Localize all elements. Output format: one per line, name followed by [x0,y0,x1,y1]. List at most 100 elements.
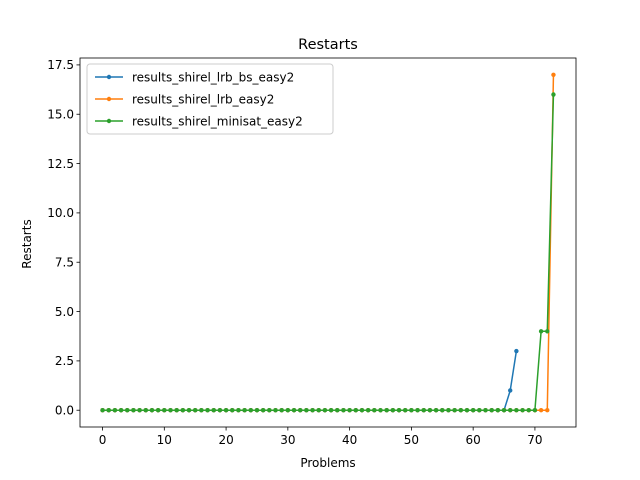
legend-label: results_shirel_lrb_bs_easy2 [132,70,294,84]
data-point [211,408,216,413]
data-point [143,408,148,413]
data-point [322,408,328,413]
data-point [100,408,105,413]
data-point [514,348,519,354]
data-point [118,408,124,413]
y-tick-label: 10.0 [47,206,74,220]
data-point [291,408,297,413]
x-tick-label: 60 [466,433,481,447]
data-point [125,408,130,413]
data-point [427,408,433,413]
data-point [501,408,507,413]
data-point [551,72,556,77]
data-point [470,408,476,413]
data-point [285,408,291,413]
data-point [384,408,389,413]
series-3 [100,92,556,413]
data-point [390,408,396,413]
data-point [162,408,167,413]
x-tick-label: 10 [157,433,172,447]
data-point [131,408,136,413]
data-point [353,408,358,413]
x-tick-label: 0 [99,433,107,447]
legend-marker [106,96,112,102]
y-tick-label: 12.5 [47,157,74,171]
data-point [372,408,377,413]
data-point [193,408,198,413]
legend-label: results_shirel_lrb_easy2 [132,92,274,106]
data-point [174,408,179,413]
data-point [532,408,538,413]
x-tick-label: 50 [404,433,419,447]
data-point [433,408,439,413]
data-point [180,408,186,413]
series-layer [100,72,556,413]
data-point [186,408,192,413]
data-point [378,408,383,413]
data-point [440,408,445,413]
data-point [409,408,414,413]
y-tick-label: 5.0 [55,305,74,319]
data-point [223,408,229,413]
data-point [273,408,278,413]
x-tick-label: 70 [527,433,542,447]
x-tick-label: 30 [280,433,295,447]
data-point [242,408,247,413]
data-point [508,388,513,393]
data-point [260,408,266,413]
x-tick-label: 40 [342,433,357,447]
data-point [248,408,253,413]
data-point [520,408,525,413]
data-point [551,92,556,97]
data-point [304,408,309,413]
data-point [347,408,352,413]
data-point [489,408,494,413]
data-point [452,408,457,413]
plot-frame [79,57,577,428]
data-point [279,408,284,413]
legend-label: results_shirel_minisat_easy2 [132,114,303,128]
data-point [458,408,463,413]
data-point [328,408,334,413]
data-point [538,329,544,334]
data-point [230,408,235,413]
data-point [106,408,111,413]
data-point [155,408,161,413]
x-tick-label: 20 [218,433,233,447]
data-point [538,408,544,413]
legend-marker [106,74,112,80]
data-point [514,408,519,413]
data-point [341,408,346,413]
data-point [199,408,204,413]
legend-item: results_shirel_minisat_easy2 [95,114,303,128]
data-point [415,408,420,413]
legend-box [86,63,334,135]
legend-item: results_shirel_lrb_easy2 [95,92,274,106]
legend-marker [106,118,112,124]
legend: results_shirel_lrb_bs_easy2 results_shire… [86,63,334,135]
data-point [236,408,241,413]
data-point [316,408,321,413]
data-point [396,408,402,413]
y-tick-label: 15.0 [47,108,74,122]
data-point [310,408,315,413]
data-point [254,408,260,413]
data-point [137,408,142,413]
axes-layer: 0 10 20 30 40 50 60 70 0.0 2.5 5.0 7.5 10.0 12.5 15.0 1… [47,57,577,447]
chart-title: Restarts [298,37,358,53]
data-point [483,408,488,413]
data-point [545,408,550,413]
data-point [267,408,272,413]
data-point [545,329,550,334]
y-tick-label: 17.5 [47,58,74,72]
x-axis-label: Problems [300,456,355,470]
y-tick-label: 2.5 [55,354,74,368]
data-point [526,408,531,413]
data-point [359,408,365,413]
data-point [217,408,223,413]
data-point [495,408,501,413]
data-point [335,408,340,413]
data-point [168,408,173,413]
data-point [298,408,303,413]
data-point [112,408,118,413]
